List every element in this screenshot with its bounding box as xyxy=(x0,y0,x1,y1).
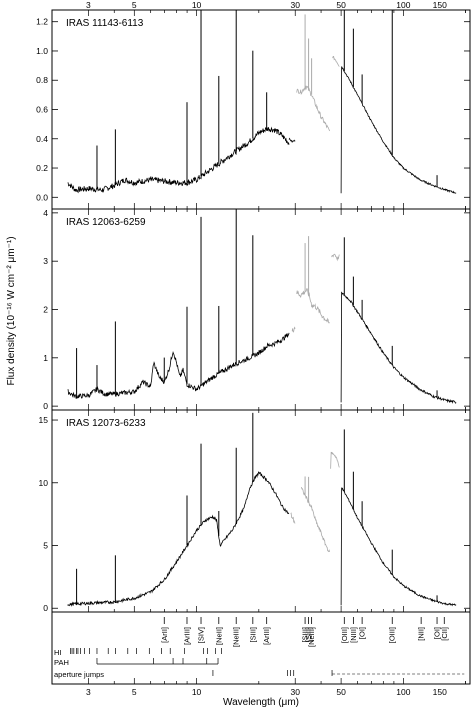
x-tick-label-bottom: 30 xyxy=(290,687,300,697)
ion-label: [ArIII] xyxy=(262,627,271,645)
spectrum-segment xyxy=(291,326,296,333)
spectrum-segment xyxy=(296,85,331,132)
x-tick-label-top: 30 xyxy=(290,0,300,10)
ion-label: [NIII] xyxy=(349,627,358,643)
y-tick-label: 2 xyxy=(43,305,48,315)
x-tick-label-top: 5 xyxy=(132,0,137,10)
panel-label: IRAS 11143-6113 xyxy=(66,18,144,29)
ion-label: [NII] xyxy=(417,627,426,641)
panel-2: 0 1 2 3 4 IRAS 12063-6259 xyxy=(43,208,471,411)
x-tick-label-top: 3 xyxy=(86,0,91,10)
id-frame xyxy=(51,611,471,685)
x-tick-label-bottom: 5 xyxy=(132,687,137,697)
x-tick-label-top: 150 xyxy=(433,0,447,10)
panel-frame xyxy=(51,409,471,613)
spectrum-segment xyxy=(290,512,296,524)
spectrum-segment xyxy=(288,137,296,143)
spectrum-segment xyxy=(331,253,340,262)
y-tick-label: 15 xyxy=(39,415,49,425)
y-tick-label: 4 xyxy=(43,208,48,218)
y-tick-label: 0.4 xyxy=(36,134,48,144)
id-row-label: HI xyxy=(54,648,62,657)
y-tick-label: 3 xyxy=(43,256,48,266)
spectrum-segment xyxy=(330,451,340,469)
spectrum-segment xyxy=(340,291,457,404)
panel-frame xyxy=(51,9,471,210)
ion-label: [ArII] xyxy=(160,627,169,643)
y-tick-label: 1.2 xyxy=(36,17,48,27)
x-tick-label-top: 50 xyxy=(336,0,346,10)
id-row-label: PAH xyxy=(54,658,69,667)
panel-data xyxy=(67,209,457,404)
x-tick-label-bottom: 10 xyxy=(192,687,202,697)
y-tick-label: 0 xyxy=(43,401,48,411)
line-identification-panel: [ArII] [ArIII] [SIV] [NeII] [NeIII] [SIII] [Ar… xyxy=(51,611,471,685)
y-tick-label: 0.2 xyxy=(36,163,48,173)
ion-label: [SiII] xyxy=(304,627,313,642)
x-tick-label-bottom: 150 xyxy=(433,687,447,697)
x-tick-label-top: 10 xyxy=(192,0,202,10)
x-axis-title: Wavelength (μm) xyxy=(223,697,299,708)
ion-label: [NeIII] xyxy=(307,627,316,647)
spectrum-segment xyxy=(300,487,331,553)
ion-label: [ArIII] xyxy=(182,627,191,645)
x-tick-label-top: 100 xyxy=(396,0,410,10)
spectrum-segment xyxy=(340,487,457,607)
ion-label: [OIII] xyxy=(388,627,397,643)
panel-data xyxy=(67,10,457,194)
spectrum-segment xyxy=(67,332,290,400)
panel-3: 0 5 10 15 IRAS 12073-6233 xyxy=(39,409,471,613)
id-row-label: aperture jumps xyxy=(54,670,104,679)
panel-1: 0.0 0.2 0.4 0.6 0.8 1.0 1.2 IRAS 11143-6113 xyxy=(36,9,471,210)
spectrum-segment xyxy=(296,288,330,324)
y-tick-label: 1 xyxy=(43,353,48,363)
ion-label: [OI] xyxy=(358,627,367,639)
x-tick-label-bottom: 100 xyxy=(396,687,410,697)
x-tick-label-bottom: 3 xyxy=(86,687,91,697)
ion-label: [SIV] xyxy=(197,627,206,643)
panel-label: IRAS 12073-6233 xyxy=(66,418,146,429)
y-tick-label: 1.0 xyxy=(36,46,48,56)
ion-label: [OI] xyxy=(433,627,442,639)
spectrum-segment xyxy=(67,126,290,194)
ion-label: [NeII] xyxy=(214,627,223,645)
panel-data xyxy=(67,412,457,607)
ion-label: [OIII] xyxy=(340,627,349,643)
y-tick-label: 0.0 xyxy=(36,192,48,202)
spectrum-segment xyxy=(332,55,340,67)
ion-label: [NeIII] xyxy=(232,627,241,647)
ion-label: [SIII] xyxy=(301,627,310,642)
panel-label: IRAS 12063-6259 xyxy=(66,217,146,228)
y-tick-label: 0 xyxy=(43,603,48,613)
y-tick-label: 5 xyxy=(43,541,48,551)
spectrum-segment xyxy=(340,66,457,194)
y-tick-label: 0.8 xyxy=(36,75,48,85)
y-axis-title: Flux density (10⁻¹⁶ W cm⁻² μm⁻¹) xyxy=(6,236,17,385)
spectrum-segment xyxy=(67,471,290,607)
x-tick-label-bottom: 50 xyxy=(336,687,346,697)
ion-label: [SIII] xyxy=(248,627,257,642)
ion-label: [CII] xyxy=(440,627,449,641)
y-tick-label: 10 xyxy=(39,478,49,488)
y-tick-label: 0.6 xyxy=(36,105,48,115)
